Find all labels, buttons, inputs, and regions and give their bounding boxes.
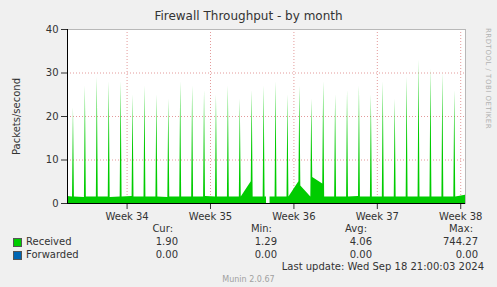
- svg-text:Week 36: Week 36: [272, 211, 315, 222]
- html-text:0.00: 0.00: [254, 249, 277, 260]
- svg-text:20: 20: [46, 111, 59, 122]
- svg-text:Week 38: Week 38: [439, 211, 482, 222]
- html-text:Forwarded: Forwarded: [26, 249, 79, 260]
- html-text:Munin 2.0.67: Munin 2.0.67: [222, 275, 275, 284]
- html-text:1.29: 1.29: [254, 236, 277, 247]
- html-text:Cur:: Cur:: [152, 223, 173, 234]
- html-text:0.00: 0.00: [155, 249, 178, 260]
- html-text:744.27: 744.27: [443, 236, 478, 247]
- svg-text:40: 40: [46, 24, 59, 35]
- html-text:0.00: 0.00: [455, 249, 478, 260]
- svg-text:Week 34: Week 34: [105, 211, 148, 222]
- html-text:Min:: Min:: [250, 223, 272, 234]
- svg-text:0: 0: [52, 198, 58, 209]
- svg-text:Packets/second: Packets/second: [11, 78, 22, 155]
- svg-text:30: 30: [46, 67, 59, 78]
- html-text:0.00: 0.00: [349, 249, 372, 260]
- html-text:4.06: 4.06: [349, 236, 372, 247]
- html-text:Firewall Throughput - by month: Firewall Throughput - by month: [154, 9, 343, 23]
- html-text:Avg:: Avg:: [345, 223, 367, 234]
- svg-text:Week 37: Week 37: [356, 211, 399, 222]
- html-text:RRDTOOL / TOBI OETIKER: RRDTOOL / TOBI OETIKER: [484, 28, 492, 130]
- html-text:1.90: 1.90: [155, 236, 178, 247]
- svg-text:Week 35: Week 35: [189, 211, 232, 222]
- svg-text:10: 10: [46, 154, 59, 165]
- html-text:Received: Received: [26, 236, 72, 247]
- html-text:Last update: Wed Sep 18 21:00:: Last update: Wed Sep 18 21:00:03 2024: [281, 261, 484, 272]
- html-text:Max:: Max:: [449, 223, 473, 234]
